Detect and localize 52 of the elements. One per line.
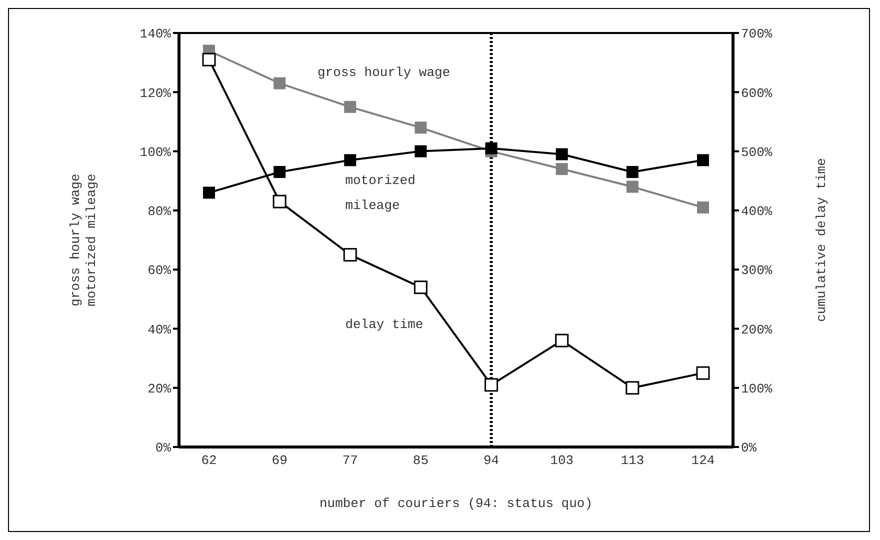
point	[272, 194, 286, 208]
point	[697, 154, 709, 166]
point	[485, 142, 498, 154]
y2-tick-label: 100%	[741, 381, 772, 396]
point	[626, 166, 638, 178]
y2-axis-title: cumulative delay time	[814, 158, 829, 322]
point	[414, 145, 427, 158]
x-tick-label: 113	[620, 453, 644, 468]
point	[344, 154, 356, 166]
x-tick-label: 69	[272, 453, 288, 468]
series-label: gross hourly wage	[318, 65, 450, 80]
y2-tick-label: 300%	[741, 263, 772, 278]
x-tick-label: 103	[550, 453, 574, 468]
y2-tick-label: 400%	[741, 204, 772, 220]
point	[203, 186, 215, 199]
y2-tick-label: 0%	[741, 440, 757, 456]
x-tick-label: 94	[483, 453, 500, 468]
y2-tick-label: 500%	[741, 144, 772, 160]
y-tick-label: 80%	[148, 204, 172, 220]
y-tick-label: 100%	[140, 144, 172, 160]
y2-tick-label: 200%	[741, 322, 772, 338]
point	[556, 148, 568, 160]
y2-tick-label: 600%	[741, 86, 772, 101]
point	[556, 163, 568, 176]
y-tick-label: 40%	[148, 322, 172, 338]
point	[626, 180, 638, 193]
y-tick-label: 120%	[140, 86, 172, 101]
point	[414, 280, 428, 294]
point	[555, 334, 569, 348]
point	[696, 366, 710, 380]
y-tick-label: 140%	[140, 26, 172, 42]
series-label: motorized mileage	[345, 173, 416, 213]
point	[697, 201, 709, 214]
x-tick-label: 124	[691, 453, 715, 468]
x-tick-label: 62	[201, 453, 217, 468]
y-tick-label: 0%	[155, 440, 172, 456]
y-tick-label: 60%	[148, 263, 172, 278]
series-label: delay time	[345, 317, 424, 332]
point	[343, 248, 357, 262]
point	[626, 381, 640, 395]
y-tick-label: 20%	[148, 381, 172, 396]
x-tick-label: 85	[412, 453, 429, 468]
x-axis-title: number of couriers (94: status quo)	[319, 496, 593, 511]
point	[274, 77, 286, 90]
y-axis-title: gross hourly wage motorized mileage	[68, 174, 99, 306]
point	[344, 100, 356, 113]
y2-tick-label: 700%	[741, 26, 772, 42]
point	[202, 52, 216, 66]
point	[414, 122, 427, 134]
point	[274, 166, 286, 178]
point	[484, 378, 498, 392]
x-tick-label: 77	[342, 453, 358, 468]
